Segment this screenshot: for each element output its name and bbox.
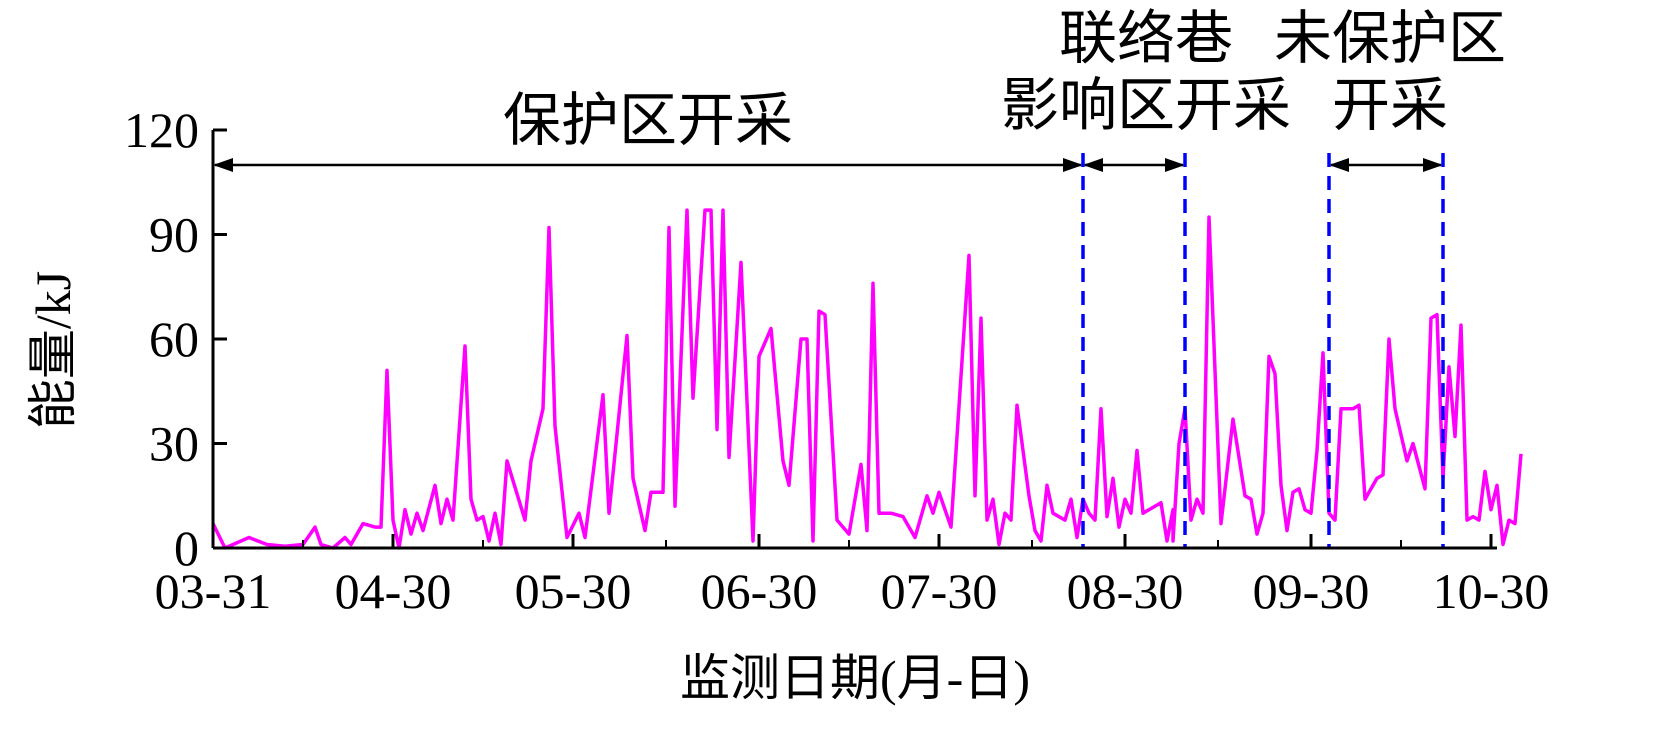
x-tick-label: 04-30	[335, 563, 452, 619]
x-tick-label: 06-30	[701, 563, 818, 619]
y-tick-label: 60	[149, 311, 199, 367]
zone-arrow	[213, 158, 1083, 172]
boundary-lines	[1081, 153, 1445, 548]
x-tick-label: 05-30	[515, 563, 632, 619]
zone-arrow-head-left	[1083, 158, 1103, 172]
y-ticks: 0 30 60 90 120	[124, 102, 227, 576]
y-axis-title: 能量/kJ	[25, 271, 81, 429]
zone-arrow-head-right	[1063, 158, 1083, 172]
energy-line	[211, 208, 1523, 550]
zone-arrow-head-right	[1165, 158, 1185, 172]
y-tick-label: 0	[174, 520, 199, 576]
zone-arrow	[1083, 158, 1185, 172]
zone-label-text: 开采	[1332, 73, 1448, 138]
y-tick-label: 120	[124, 102, 199, 158]
x-axis-title: 监测日期(月-日)	[680, 650, 1030, 706]
x-tick-label: 07-30	[881, 563, 998, 619]
energy-series	[211, 208, 1523, 550]
zone-arrows	[213, 158, 1443, 172]
zone-arrow-head-left	[1329, 158, 1349, 172]
y-tick-label: 30	[149, 416, 199, 472]
x-tick-label: 10-30	[1433, 563, 1550, 619]
zone-label-text: 保护区开采	[503, 88, 793, 153]
zone-label-text: 未保护区	[1274, 6, 1506, 71]
axes	[211, 130, 1497, 550]
zone-arrow-head-right	[1423, 158, 1443, 172]
x-tick-label: 09-30	[1253, 563, 1370, 619]
zone-arrow-head-left	[213, 158, 233, 172]
zone-label-text: 影响区开采	[1001, 73, 1291, 138]
zone-label-text: 联络巷	[1059, 6, 1233, 71]
x-tick-label: 08-30	[1067, 563, 1184, 619]
y-tick-label: 90	[149, 207, 199, 263]
x-tick-label: 03-31	[155, 563, 272, 619]
zone-arrow	[1329, 158, 1443, 172]
x-ticks: 03-31 04-30 05-30 06-30 07-30 08-30 09-30 10-30	[155, 534, 1550, 619]
